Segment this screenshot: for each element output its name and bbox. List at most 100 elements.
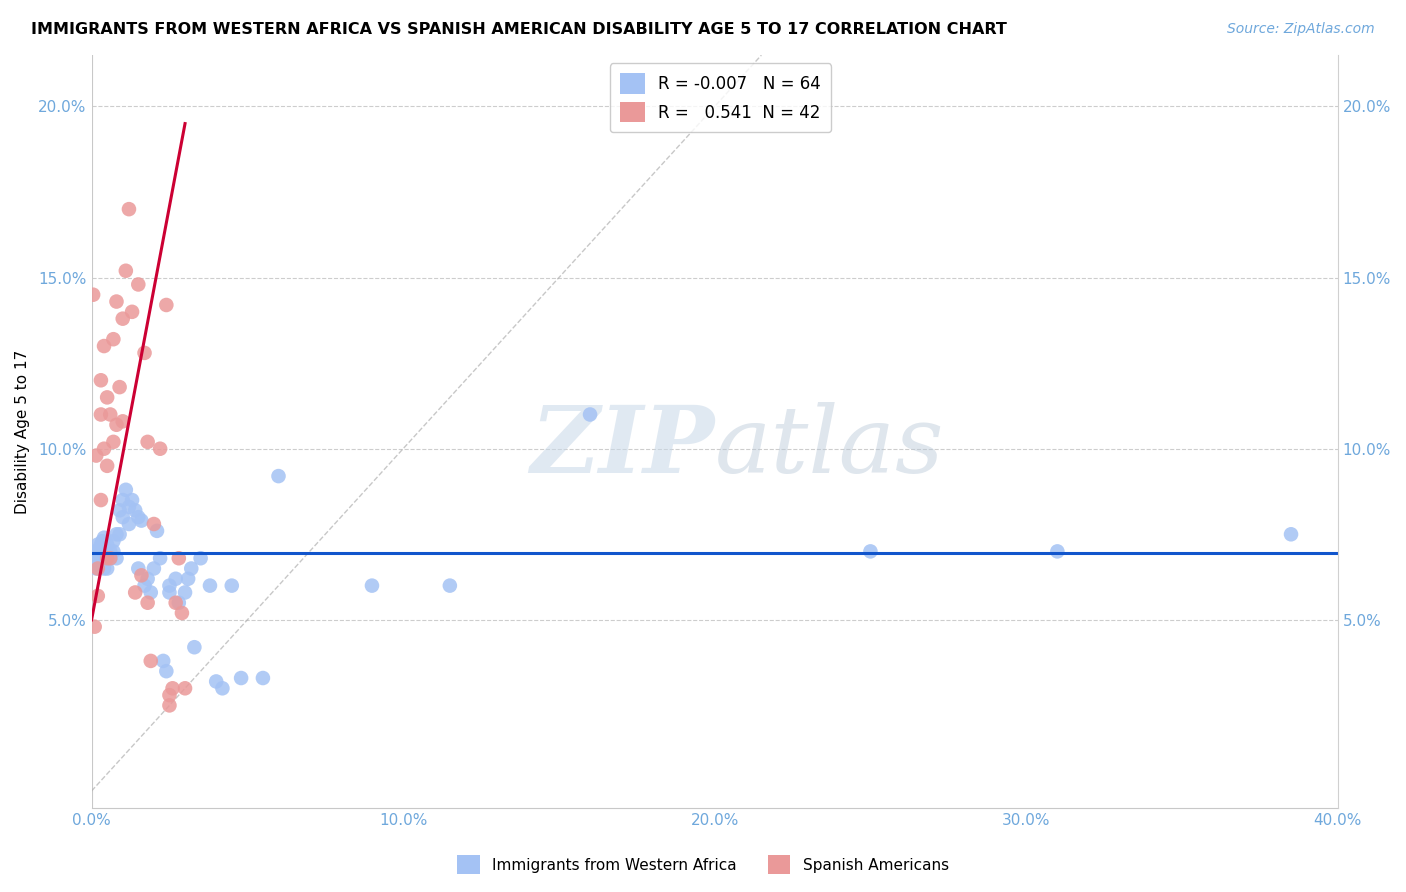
Point <box>98 551 121 566</box>
Point <box>93 442 115 456</box>
Point <box>96 551 118 566</box>
Point <box>139 654 162 668</box>
Point <box>118 516 141 531</box>
Point <box>211 681 233 696</box>
Point <box>94 544 117 558</box>
Point <box>108 380 131 394</box>
Point <box>170 606 193 620</box>
Point <box>103 332 125 346</box>
Point <box>93 531 115 545</box>
Point <box>439 579 461 593</box>
Point <box>98 544 121 558</box>
Point <box>96 390 118 404</box>
Point <box>183 640 205 655</box>
Point <box>149 442 172 456</box>
Point <box>155 664 177 678</box>
Point <box>93 551 115 566</box>
Point <box>96 551 118 566</box>
Point <box>105 551 128 566</box>
Text: Source: ZipAtlas.com: Source: ZipAtlas.com <box>1227 22 1375 37</box>
Point <box>82 287 104 301</box>
Text: ZIP: ZIP <box>530 401 714 491</box>
Text: IMMIGRANTS FROM WESTERN AFRICA VS SPANISH AMERICAN DISABILITY AGE 5 TO 17 CORREL: IMMIGRANTS FROM WESTERN AFRICA VS SPANIS… <box>31 22 1007 37</box>
Point <box>105 294 128 309</box>
Point <box>105 417 128 432</box>
Point <box>87 558 110 573</box>
Point <box>1046 544 1069 558</box>
Point <box>579 408 602 422</box>
Point <box>142 561 165 575</box>
Point <box>90 551 112 566</box>
Point <box>162 681 184 696</box>
Point <box>139 585 162 599</box>
Point <box>118 500 141 514</box>
Point <box>127 561 149 575</box>
Point <box>174 681 197 696</box>
Point <box>108 527 131 541</box>
Point <box>149 551 172 566</box>
Point <box>87 589 110 603</box>
Point <box>111 414 134 428</box>
Point <box>115 483 138 497</box>
Point <box>205 674 228 689</box>
Point <box>142 516 165 531</box>
Point <box>82 551 104 566</box>
Point <box>98 551 121 566</box>
Point <box>177 572 200 586</box>
Point <box>91 534 114 549</box>
Point <box>159 585 181 599</box>
Point <box>159 698 181 713</box>
Legend: Immigrants from Western Africa, Spanish Americans: Immigrants from Western Africa, Spanish … <box>451 849 955 880</box>
Point <box>121 493 143 508</box>
Point <box>136 434 159 449</box>
Point <box>167 551 190 566</box>
Point <box>105 527 128 541</box>
Point <box>159 579 181 593</box>
Point <box>90 537 112 551</box>
Point <box>180 561 202 575</box>
Point <box>111 510 134 524</box>
Point <box>96 458 118 473</box>
Point <box>267 469 290 483</box>
Point <box>111 493 134 508</box>
Text: atlas: atlas <box>714 401 945 491</box>
Point <box>89 544 111 558</box>
Point <box>131 514 153 528</box>
Point <box>165 596 187 610</box>
Point <box>131 568 153 582</box>
Point <box>361 579 384 593</box>
Point <box>159 688 181 702</box>
Point <box>221 579 243 593</box>
Point <box>83 620 105 634</box>
Point <box>859 544 882 558</box>
Point <box>98 408 121 422</box>
Point <box>136 596 159 610</box>
Point <box>124 585 146 599</box>
Point <box>103 534 125 549</box>
Point <box>198 579 221 593</box>
Point <box>115 264 138 278</box>
Point <box>96 561 118 575</box>
Point <box>103 544 125 558</box>
Point <box>84 561 107 575</box>
Point <box>108 503 131 517</box>
Point <box>90 493 112 508</box>
Point <box>84 449 107 463</box>
Point <box>167 596 190 610</box>
Point <box>87 537 110 551</box>
Point <box>103 434 125 449</box>
Point <box>83 544 105 558</box>
Point <box>127 277 149 292</box>
Point <box>90 408 112 422</box>
Point <box>165 572 187 586</box>
Point <box>118 202 141 216</box>
Point <box>155 298 177 312</box>
Point <box>93 561 115 575</box>
Point <box>136 572 159 586</box>
Point <box>87 561 110 575</box>
Point <box>93 339 115 353</box>
Legend: R = -0.007   N = 64, R =   0.541  N = 42: R = -0.007 N = 64, R = 0.541 N = 42 <box>610 63 831 133</box>
Point <box>1279 527 1302 541</box>
Point <box>111 311 134 326</box>
Point <box>134 346 156 360</box>
